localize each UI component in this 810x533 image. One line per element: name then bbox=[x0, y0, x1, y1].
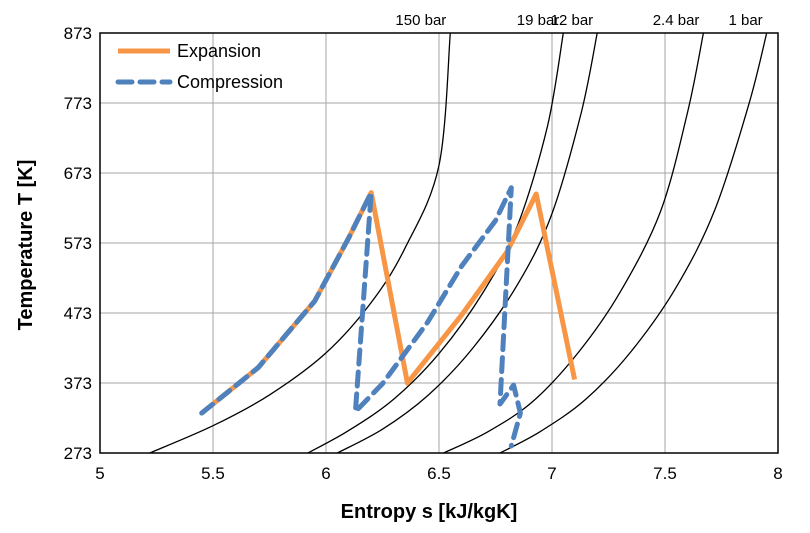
x-tick-label: 5.5 bbox=[201, 464, 225, 483]
x-tick-label: 6 bbox=[321, 464, 330, 483]
y-tick-label: 473 bbox=[64, 304, 92, 323]
series-lines bbox=[199, 185, 578, 449]
legend-label: Compression bbox=[177, 72, 283, 92]
x-axis-title: Entropy s [kJ/kgK] bbox=[341, 501, 518, 523]
y-tick-labels: 273 373 473 573 673 773 873 bbox=[64, 24, 92, 463]
y-tick-label: 873 bbox=[64, 24, 92, 43]
x-tick-label: 7 bbox=[547, 464, 556, 483]
legend-label: Expansion bbox=[177, 41, 261, 61]
y-tick-label: 373 bbox=[64, 374, 92, 393]
isobar-lines bbox=[149, 32, 768, 454]
y-axis-title: Temperature T [K] bbox=[15, 160, 37, 331]
x-tick-labels: 5 5.5 6 6.5 7 7.5 8 bbox=[95, 464, 782, 483]
plot-frame bbox=[99, 32, 779, 454]
legend: Expansion Compression bbox=[115, 41, 283, 92]
y-tick-label: 673 bbox=[64, 164, 92, 183]
isobar-line bbox=[443, 32, 705, 454]
y-tick-label: 573 bbox=[64, 234, 92, 253]
isobar-label: 2.4 bar bbox=[653, 12, 700, 29]
isobar-label: 19 bar bbox=[517, 12, 560, 29]
isobar-label: 12 bar bbox=[551, 12, 594, 29]
series-line bbox=[199, 185, 523, 449]
y-tick-label: 273 bbox=[64, 444, 92, 463]
isobar-label: 1 bar bbox=[728, 12, 762, 29]
y-tick-label: 773 bbox=[64, 94, 92, 113]
x-tick-label: 5 bbox=[95, 464, 104, 483]
x-tick-label: 8 bbox=[773, 464, 782, 483]
isobar-line bbox=[307, 32, 564, 454]
x-tick-label: 7.5 bbox=[653, 464, 677, 483]
isobar-line bbox=[499, 32, 768, 454]
x-tick-label: 6.5 bbox=[427, 464, 451, 483]
isobar-label: 150 bar bbox=[395, 12, 446, 29]
